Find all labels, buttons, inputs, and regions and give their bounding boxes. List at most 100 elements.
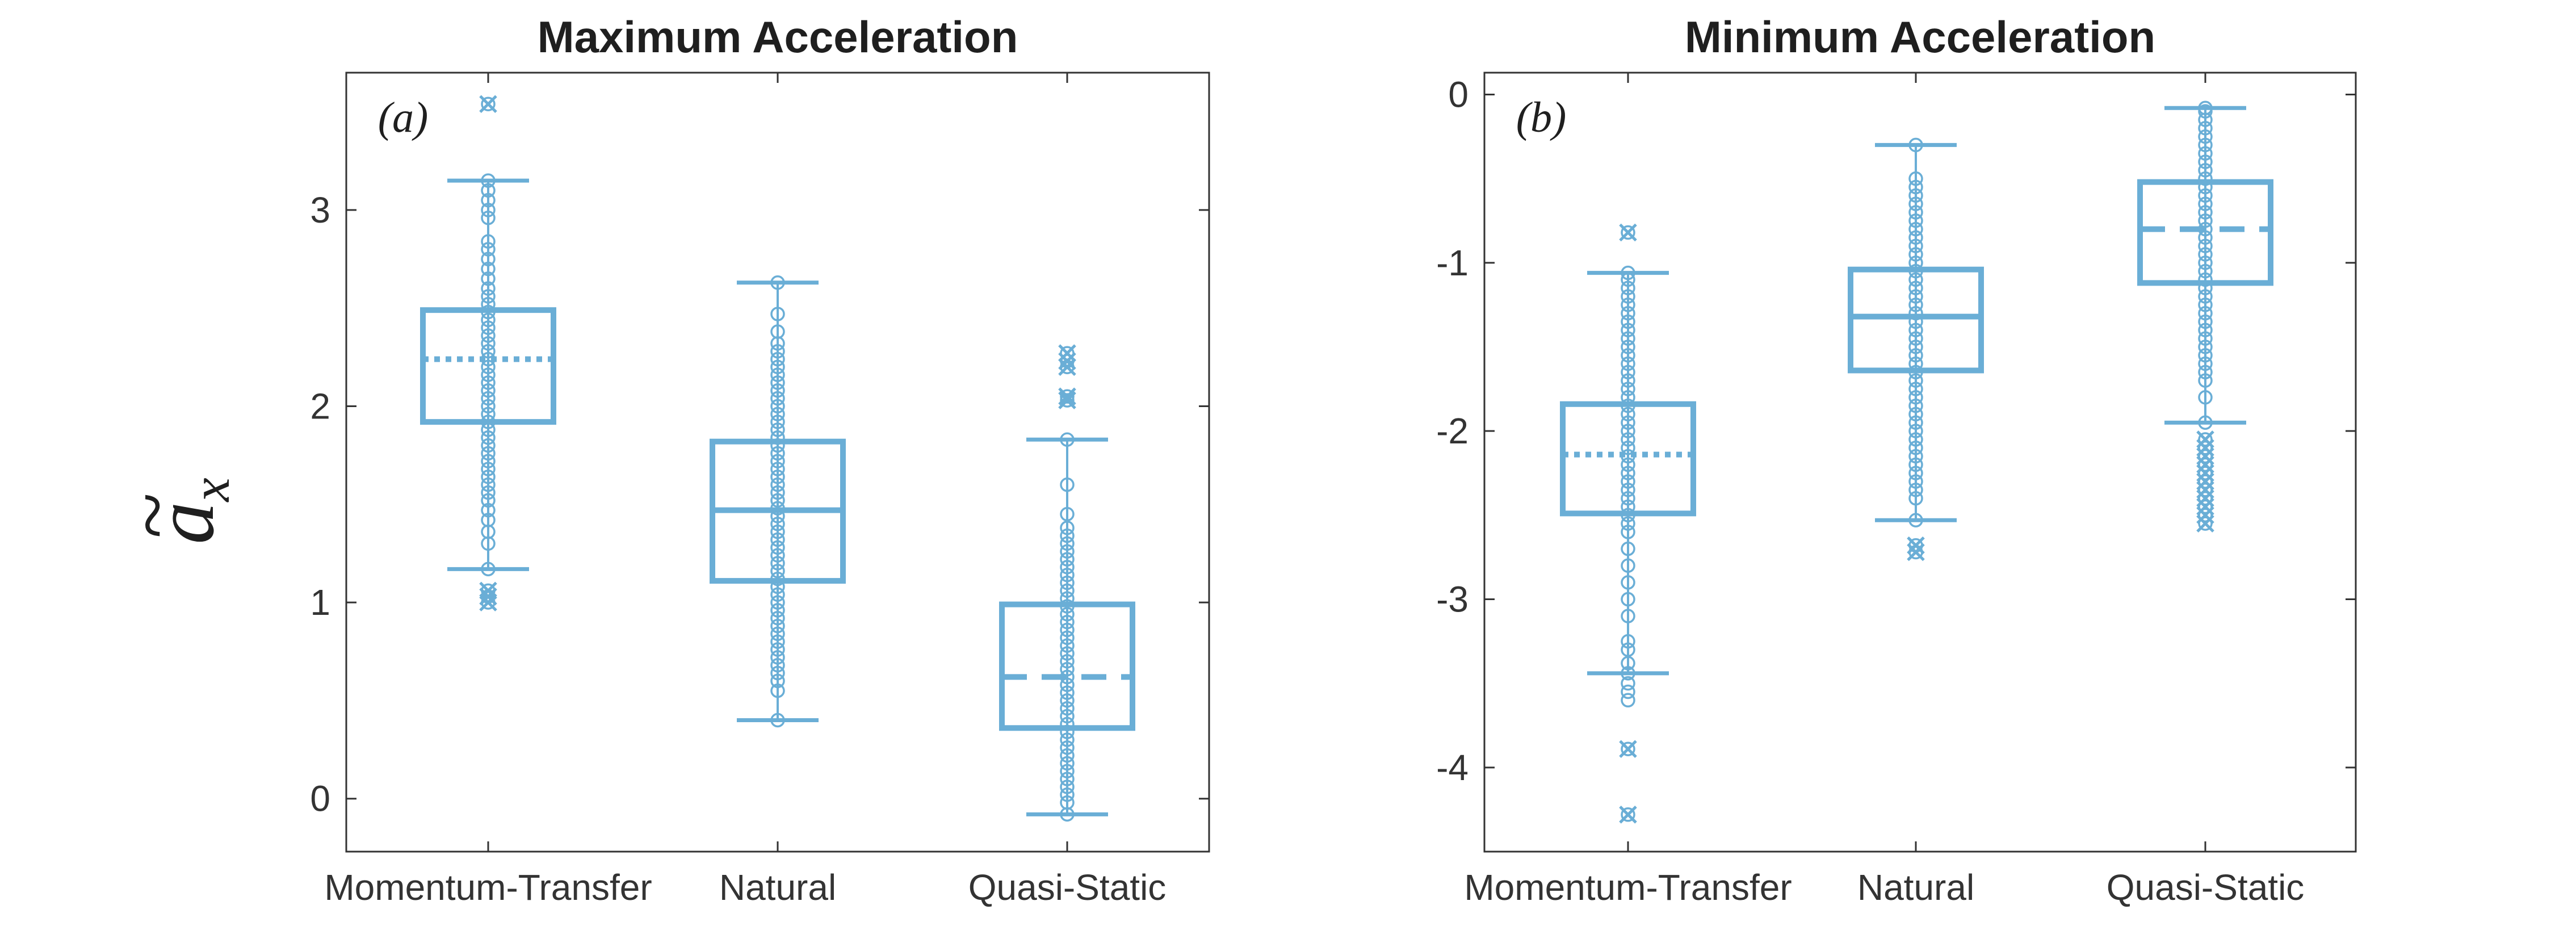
data-point bbox=[2198, 121, 2213, 136]
data-point bbox=[1908, 457, 1923, 472]
axes-frame bbox=[1483, 72, 2357, 853]
data-point bbox=[770, 556, 785, 571]
data-point bbox=[1060, 764, 1075, 779]
data-point bbox=[481, 234, 496, 249]
data-point bbox=[1621, 525, 1635, 539]
data-point bbox=[1621, 340, 1635, 354]
data-point bbox=[1908, 230, 1923, 245]
data-point bbox=[2198, 247, 2213, 262]
data-point bbox=[770, 673, 785, 689]
data-point bbox=[1060, 614, 1075, 630]
data-point bbox=[1060, 622, 1075, 638]
y-tick-label: 0 bbox=[1448, 74, 1469, 115]
data-point bbox=[481, 367, 496, 382]
outlier-point bbox=[2198, 441, 2213, 455]
outlier-marker bbox=[1058, 344, 1076, 362]
data-point bbox=[770, 618, 785, 634]
data-point bbox=[2198, 272, 2213, 287]
data-point bbox=[770, 532, 785, 547]
data-point bbox=[770, 603, 785, 618]
chart-title: Maximum Acceleration bbox=[538, 12, 1018, 62]
data-point bbox=[1908, 305, 1923, 321]
data-point bbox=[2198, 238, 2213, 253]
data-point bbox=[481, 261, 496, 276]
data-point bbox=[2198, 230, 2213, 245]
data-point bbox=[1060, 780, 1075, 794]
data-point bbox=[770, 462, 785, 476]
data-point bbox=[2198, 137, 2213, 153]
outlier-marker bbox=[479, 581, 497, 600]
data-point bbox=[770, 391, 785, 406]
data-point bbox=[770, 477, 785, 492]
y-tick-label: -4 bbox=[1436, 747, 1469, 788]
data-point bbox=[770, 470, 785, 484]
data-point bbox=[1908, 213, 1923, 228]
data-point bbox=[1621, 356, 1635, 371]
data-point bbox=[1060, 748, 1075, 763]
data-point bbox=[1060, 567, 1075, 583]
data-point bbox=[1060, 477, 1075, 492]
data-point bbox=[770, 307, 785, 321]
y-tick-label: -3 bbox=[1436, 579, 1469, 620]
data-point bbox=[770, 343, 785, 359]
outlier-point bbox=[2198, 432, 2213, 447]
data-point bbox=[770, 564, 785, 579]
data-point bbox=[481, 399, 496, 414]
data-point bbox=[1060, 521, 1075, 535]
data-point bbox=[1060, 772, 1075, 786]
data-point bbox=[770, 324, 785, 339]
data-point bbox=[1060, 693, 1075, 708]
data-point bbox=[1621, 305, 1635, 321]
data-point bbox=[1621, 457, 1635, 472]
outlier-marker bbox=[1619, 223, 1637, 242]
data-point bbox=[481, 183, 496, 198]
data-point bbox=[1621, 642, 1635, 657]
data-point bbox=[1621, 684, 1635, 699]
data-point bbox=[1621, 441, 1635, 455]
outlier-point bbox=[1060, 346, 1075, 361]
data-point bbox=[481, 359, 496, 375]
data-point bbox=[1621, 491, 1635, 506]
box-body bbox=[420, 307, 556, 425]
data-point bbox=[1060, 756, 1075, 771]
data-point bbox=[2198, 154, 2213, 169]
data-point bbox=[2198, 289, 2213, 304]
x-tick-label: Momentum-Transfer bbox=[324, 867, 652, 908]
data-point bbox=[1060, 685, 1075, 700]
data-point bbox=[1908, 179, 1923, 195]
y-axis-label-base: a bbox=[137, 502, 232, 544]
data-point bbox=[481, 493, 496, 508]
data-point bbox=[2198, 129, 2213, 144]
data-point bbox=[1908, 171, 1923, 186]
box-body bbox=[1560, 401, 1696, 517]
data-point bbox=[2198, 188, 2213, 203]
data-point bbox=[1621, 483, 1635, 497]
x-tick-label: Quasi-Static bbox=[2107, 867, 2305, 908]
data-point bbox=[770, 626, 785, 642]
data-point bbox=[1060, 701, 1075, 716]
data-point bbox=[1908, 483, 1923, 497]
data-point bbox=[1621, 424, 1635, 438]
data-point bbox=[770, 367, 785, 382]
data-point bbox=[2198, 263, 2213, 279]
data-point bbox=[1908, 474, 1923, 489]
data-point bbox=[481, 477, 496, 492]
data-point bbox=[770, 375, 785, 390]
box-momentum-transfer bbox=[420, 95, 556, 611]
data-point bbox=[770, 683, 785, 698]
y-tick-label: 1 bbox=[310, 582, 330, 623]
data-point bbox=[1060, 787, 1075, 802]
data-point bbox=[481, 462, 496, 476]
data-point bbox=[481, 454, 496, 469]
outlier-marker bbox=[1619, 740, 1637, 759]
data-point bbox=[770, 548, 785, 563]
panel-label: (a) bbox=[378, 94, 429, 141]
data-point bbox=[481, 343, 496, 359]
data-point bbox=[1908, 247, 1923, 262]
data-point bbox=[481, 502, 496, 518]
data-point bbox=[1908, 340, 1923, 354]
data-point bbox=[481, 430, 496, 445]
data-point bbox=[1621, 516, 1635, 531]
data-point bbox=[1060, 709, 1075, 724]
data-point bbox=[481, 289, 496, 304]
